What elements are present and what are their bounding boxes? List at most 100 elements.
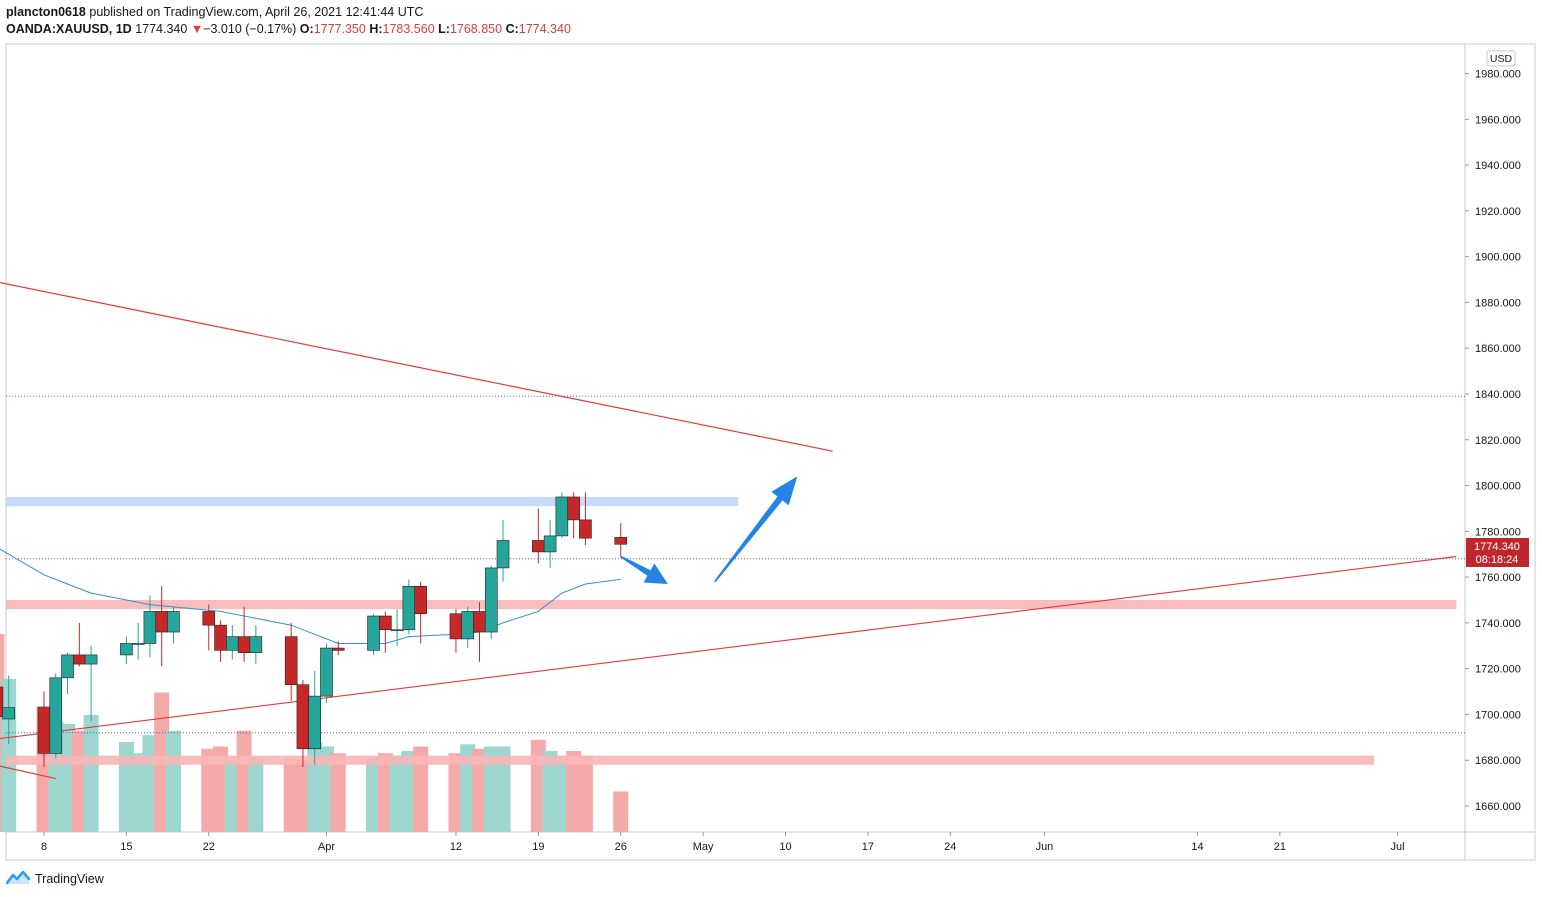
candle-body <box>614 537 628 545</box>
publish-line: plancton0618 published on TradingView.co… <box>6 4 571 21</box>
y-tick-label: 1820.000 <box>1475 435 1521 447</box>
candle-body <box>484 567 498 633</box>
high-label: H: <box>369 22 383 36</box>
volume-bar <box>318 746 334 832</box>
candle-body <box>331 647 345 651</box>
volume-bar <box>224 760 240 832</box>
x-tick-label: 10 <box>779 841 791 853</box>
volume-bar <box>448 753 464 832</box>
y-tick-label: 1940.000 <box>1475 160 1521 172</box>
candle-body <box>567 496 580 521</box>
volume-bar <box>471 748 487 832</box>
volume-bar <box>554 755 570 832</box>
price-marker-value: 1774.340 <box>1474 541 1520 553</box>
red-zone[interactable] <box>6 599 1457 610</box>
arrows[interactable] <box>620 476 798 584</box>
last-price: 1774.340 <box>135 22 188 36</box>
x-tick-label: 22 <box>203 841 215 853</box>
y-tick-label: 1740.000 <box>1475 618 1521 630</box>
volume-bar <box>248 757 264 832</box>
candle-body <box>579 519 592 539</box>
x-tick-label: 21 <box>1274 841 1286 853</box>
arrow-shape[interactable] <box>714 476 798 583</box>
price-axis[interactable]: USD 1980.000 1960.000 1940.000 1920.000 1900… <box>1465 50 1521 813</box>
candle-body <box>308 695 322 750</box>
chart-border <box>5 43 1536 861</box>
candle-body <box>61 654 74 679</box>
tradingview-logo-icon[interactable] <box>5 870 31 888</box>
symbol-name[interactable]: OANDA:XAUUSD, 1D <box>6 22 132 36</box>
low-value: 1768.850 <box>449 22 503 36</box>
x-tick-label: 8 <box>41 841 47 853</box>
y-tick-label: 1920.000 <box>1475 206 1521 218</box>
ma-line <box>0 548 621 644</box>
candle-body <box>131 643 145 645</box>
candle-body <box>320 647 333 697</box>
candle-body <box>155 611 168 633</box>
volume-bar <box>295 760 311 832</box>
trendline[interactable] <box>0 277 833 452</box>
volume-bar <box>60 724 76 832</box>
time-axis[interactable]: 8 15 22 Apr 12 19 26 May 10 17 24 Jun 14 21 Jul <box>41 832 1405 853</box>
zone-rectangles[interactable] <box>6 496 1457 765</box>
candle-body <box>532 540 545 553</box>
volume-bar <box>83 715 99 832</box>
price-marker-bg <box>1466 538 1529 567</box>
candle-body <box>496 540 510 569</box>
candle-body <box>284 636 298 685</box>
high-value: 1783.560 <box>382 22 435 36</box>
currency-label: USD <box>1490 53 1513 65</box>
price-marker-countdown: 08:18:24 <box>1476 554 1519 566</box>
trendlines[interactable] <box>0 277 1457 780</box>
x-tick-label: Jul <box>1391 841 1405 853</box>
y-tick-label: 1680.000 <box>1475 755 1521 767</box>
candles <box>0 492 628 768</box>
volume-bar <box>495 746 511 832</box>
arrow-shape[interactable] <box>620 555 668 584</box>
x-tick-label: 14 <box>1191 841 1203 853</box>
y-tick-label: 1880.000 <box>1475 297 1521 309</box>
x-tick-label: 19 <box>532 841 544 853</box>
footer: TradingView <box>5 869 104 889</box>
trendline[interactable] <box>0 760 56 780</box>
publish-info: published on TradingView.com, April 26, … <box>89 5 424 19</box>
volume-bar <box>377 753 393 832</box>
dotted-levels <box>6 395 1465 734</box>
candle-body <box>555 496 569 537</box>
candle-body <box>226 636 239 651</box>
candle-body <box>143 611 157 644</box>
x-tick-label: 12 <box>450 841 462 853</box>
volume-bar <box>483 746 499 832</box>
candle-body <box>214 624 227 651</box>
trendline[interactable] <box>0 555 1457 741</box>
y-tick-label: 1760.000 <box>1475 572 1521 584</box>
open-label: O: <box>299 22 314 36</box>
brand-name[interactable]: TradingView <box>35 872 104 886</box>
volume-bar <box>213 746 229 832</box>
volume-bar <box>130 753 146 832</box>
red-zone[interactable] <box>6 755 1375 765</box>
candle-body <box>167 611 180 633</box>
candle-body <box>249 636 263 653</box>
y-tick-label: 1980.000 <box>1475 69 1521 81</box>
down-arrow-icon: ▼ <box>190 22 204 36</box>
y-tick-label: 1960.000 <box>1475 114 1521 126</box>
candle-body <box>402 585 416 631</box>
blue-zone[interactable] <box>6 496 739 507</box>
candle-body <box>379 615 392 631</box>
moving-average <box>0 548 621 644</box>
open-value: 1777.350 <box>313 22 366 36</box>
candle-body <box>296 684 310 750</box>
currency-badge[interactable] <box>1486 50 1516 67</box>
volume-bars <box>0 634 629 832</box>
candle-body <box>367 615 380 651</box>
volume-bar <box>330 753 346 832</box>
y-tick-label: 1700.000 <box>1475 709 1521 721</box>
symbol-line: OANDA:XAUUSD, 1D 1774.340 ▼−3.010 (−0.17… <box>6 21 571 38</box>
candle-body <box>473 611 486 633</box>
candle-body <box>120 643 133 656</box>
author-name[interactable]: plancton0618 <box>6 5 86 19</box>
candle-body <box>0 686 4 718</box>
candle-body <box>390 629 404 632</box>
